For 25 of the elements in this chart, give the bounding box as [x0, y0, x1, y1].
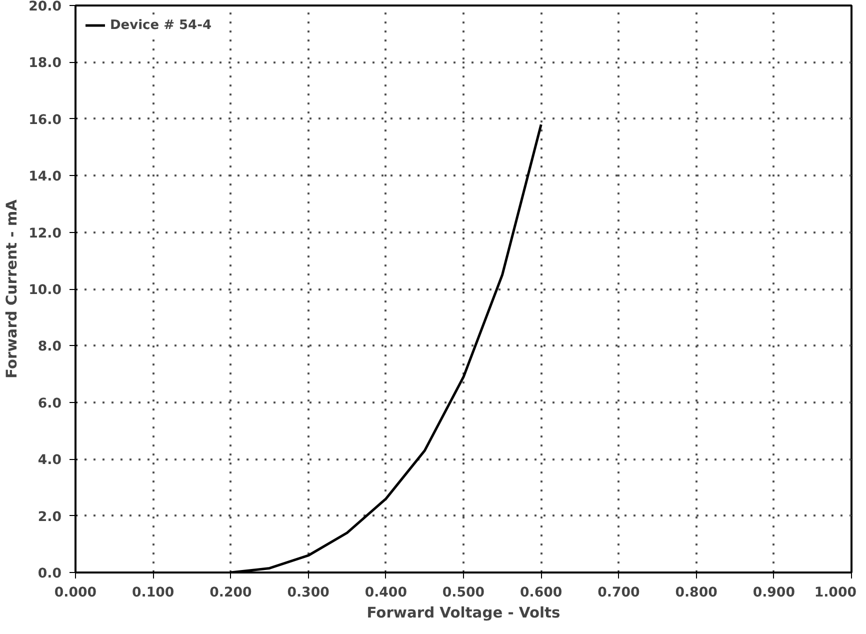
y-tick-label: 12.0	[28, 226, 62, 242]
x-tick-label: 1.000	[814, 586, 857, 600]
y-tick-label: 6.0	[38, 396, 62, 412]
x-tick-label: 0.600	[520, 586, 562, 600]
y-tick-label: 20.0	[28, 0, 62, 14]
x-tick-label: 0.700	[598, 586, 640, 600]
y-tick-label: 4.0	[38, 453, 62, 468]
x-tick-label: 0.500	[442, 586, 485, 600]
x-tick-label: 0.400	[364, 586, 407, 600]
y-tick-label: 14.0	[28, 170, 62, 185]
x-tick-label: 0.900	[752, 586, 795, 600]
x-tick-label: 0.000	[54, 586, 97, 600]
x-tick-label: 0.800	[675, 586, 718, 600]
x-tick-label: 0.300	[287, 586, 330, 600]
x-tick-label: 0.100	[132, 586, 174, 600]
y-tick-label: 0.0	[38, 566, 62, 582]
y-tick-label: 8.0	[38, 340, 62, 355]
x-axis-title: Forward Voltage - Volts	[366, 604, 561, 622]
y-tick-label: 10.0	[28, 283, 62, 298]
legend-label: Device # 54-4	[110, 18, 212, 32]
y-tick-label: 16.0	[28, 112, 62, 128]
y-axis-title: Forward Current - mA	[4, 198, 21, 378]
y-tick-label: 18.0	[28, 56, 62, 72]
y-tick-label: 2.0	[38, 510, 62, 525]
x-tick-label: 0.200	[210, 586, 252, 600]
